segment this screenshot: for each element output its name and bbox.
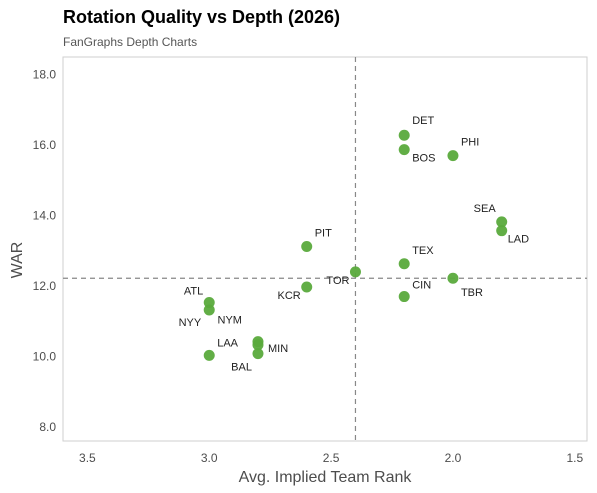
data-point-nyy: [203, 304, 215, 316]
x-axis-ticks: 3.5 3.0 2.5 2.0 1.5: [79, 451, 583, 465]
data-point-kcr: [301, 281, 313, 293]
y-tick-label: 10.0: [33, 349, 57, 363]
point-label-nym: NYM: [218, 315, 242, 327]
data-point-tbr: [447, 272, 459, 284]
point-label-det: DET: [412, 115, 434, 127]
y-tick-label: 8.0: [39, 420, 56, 434]
point-labels: DET BOS PHI SEA LAD PIT TEX TOR TBR KCR CIN ATL NYY N…: [179, 115, 530, 373]
y-tick-label: 16.0: [33, 138, 57, 152]
x-axis-label: Avg. Implied Team Rank: [239, 469, 413, 486]
data-point-det: [398, 129, 410, 141]
data-point-pit: [301, 241, 313, 253]
data-point-lad: [496, 225, 508, 237]
x-tick-label: 3.5: [79, 451, 96, 465]
chart-title: Rotation Quality vs Depth (2026): [63, 7, 340, 27]
point-label-tor: TOR: [326, 275, 349, 287]
point-label-bos: BOS: [412, 153, 435, 165]
data-point-cin: [398, 291, 410, 303]
point-label-pit: PIT: [315, 228, 332, 240]
point-label-min: MIN: [268, 343, 288, 355]
y-tick-label: 12.0: [33, 279, 57, 293]
point-label-bal: BAL: [231, 362, 252, 374]
data-points: [203, 129, 508, 361]
point-label-nyy: NYY: [179, 317, 202, 329]
point-label-atl: ATL: [184, 286, 203, 298]
point-label-tex: TEX: [412, 245, 434, 257]
data-point-bos: [398, 144, 410, 156]
data-point-sea: [496, 216, 508, 228]
y-tick-label: 18.0: [33, 68, 57, 82]
data-point-min: [252, 339, 264, 351]
point-label-laa: LAA: [217, 337, 238, 349]
data-point-tex: [398, 258, 410, 270]
point-label-lad: LAD: [508, 234, 529, 246]
data-point-bal: [252, 348, 264, 360]
point-label-tbr: TBR: [461, 287, 483, 299]
data-point-laa: [203, 349, 215, 361]
y-tick-label: 14.0: [33, 209, 57, 223]
data-point-tor: [349, 266, 361, 278]
x-tick-label: 1.5: [566, 451, 583, 465]
point-label-phi: PHI: [461, 137, 479, 149]
chart-subtitle: FanGraphs Depth Charts: [63, 35, 197, 49]
plot-frame: [62, 56, 588, 442]
y-axis-ticks: 8.0 10.0 12.0 14.0 16.0 18.0: [33, 68, 57, 434]
y-axis-label: WAR: [9, 242, 26, 279]
x-tick-label: 2.5: [323, 451, 340, 465]
x-tick-label: 3.0: [201, 451, 218, 465]
data-point-phi: [447, 150, 459, 162]
x-tick-label: 2.0: [445, 451, 462, 465]
reference-lines: [63, 57, 587, 441]
point-label-cin: CIN: [412, 280, 431, 292]
point-label-kcr: KCR: [277, 290, 300, 302]
point-label-sea: SEA: [474, 203, 497, 215]
